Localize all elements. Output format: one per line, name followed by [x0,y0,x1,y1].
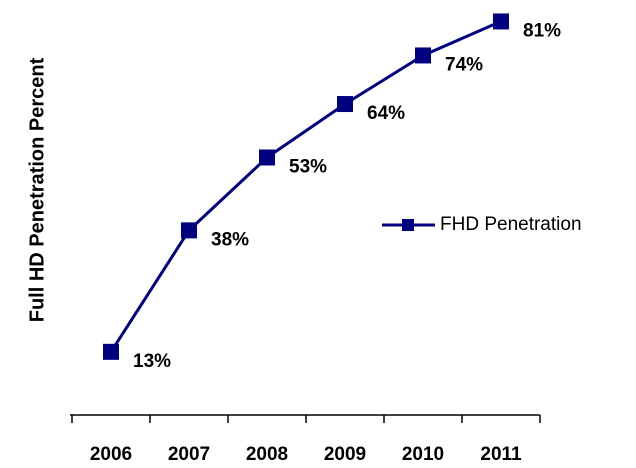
x-tick-label: 2010 [402,444,444,465]
data-label: 53% [289,156,327,177]
series-line [109,20,502,353]
data-label: 64% [367,103,405,124]
data-label: 13% [133,351,171,372]
marker [415,47,431,64]
data-label: 74% [445,54,483,75]
marker [493,13,509,30]
marker [259,149,275,166]
x-tick-label: 2009 [324,444,366,465]
legend-marker [402,219,414,231]
data-label: 81% [523,20,561,41]
x-tick-label: 2006 [90,444,132,465]
legend-label: FHD Penetration [440,214,582,235]
x-tick-label: 2011 [480,444,522,465]
data-label: 38% [211,229,249,250]
x-tick-label: 2008 [246,444,288,465]
y-axis-label: Full HD Penetration Percent [26,57,48,322]
x-tick-label: 2007 [168,444,210,465]
marker [103,343,119,360]
marker [181,222,197,239]
marker [337,96,353,113]
